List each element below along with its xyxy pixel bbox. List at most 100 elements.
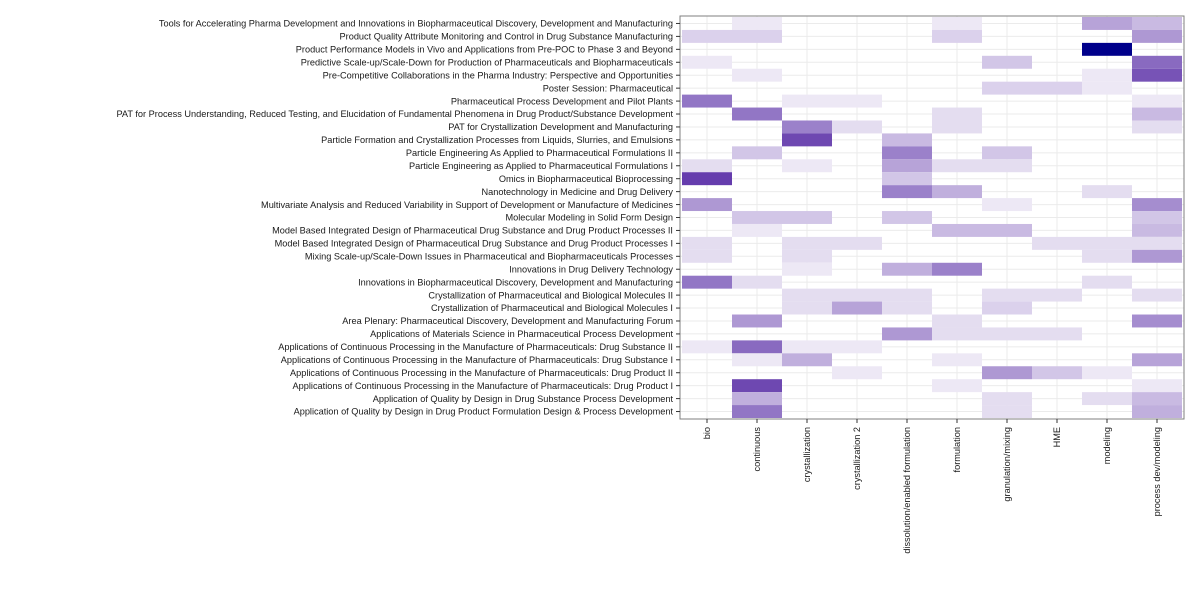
y-tick-label: Application of Quality by Design in Drug… — [373, 394, 674, 404]
heatmap-cell — [882, 211, 932, 224]
heatmap-cell — [1082, 81, 1132, 95]
heatmap-cell — [1032, 366, 1082, 380]
heatmap-cell — [882, 146, 932, 160]
heatmap-cell — [782, 340, 832, 354]
y-ticks — [676, 22, 680, 413]
heatmap-cell — [782, 133, 832, 147]
heatmap-cell — [1032, 236, 1082, 250]
heatmap-cell — [832, 236, 882, 250]
heatmap-cell — [1132, 353, 1182, 367]
heatmap-cell — [982, 223, 1032, 237]
y-tick-label: Molecular Modeling in Solid Form Design — [506, 213, 674, 223]
heatmap-cell — [982, 159, 1032, 173]
heatmap-cell — [732, 379, 782, 393]
heatmap-cell — [1132, 223, 1182, 237]
heatmap-cell — [882, 301, 932, 315]
heatmap-cell — [682, 249, 732, 263]
heatmap-cell — [682, 198, 732, 212]
heatmap-cell — [1132, 314, 1182, 328]
heatmap-cell — [932, 314, 982, 328]
heatmap-cell — [932, 379, 982, 393]
heatmap-cell — [832, 94, 882, 108]
heatmap-cell — [782, 262, 832, 276]
heatmap-cell — [732, 107, 782, 121]
heatmap-cell — [982, 392, 1032, 406]
heatmap-cell — [1032, 81, 1082, 95]
y-tick-label: Pharmaceutical Process Development and P… — [451, 96, 674, 106]
heatmap-cell — [732, 211, 782, 224]
heatmap-cell — [832, 120, 882, 134]
heatmap-cell — [732, 314, 782, 328]
heatmap-cell — [932, 262, 982, 276]
heatmap-cell — [882, 327, 932, 341]
heatmap-cell — [982, 198, 1032, 212]
y-tick-label: Applications of Continuous Processing in… — [293, 381, 673, 391]
heatmap-cell — [932, 327, 982, 341]
heatmap-cell — [882, 159, 932, 173]
heatmap-cell — [1132, 405, 1182, 418]
heatmap-cell — [732, 275, 782, 289]
x-tick-label: bio — [702, 427, 712, 439]
heatmap-cell — [1132, 392, 1182, 406]
heatmap-cell — [1132, 379, 1182, 393]
heatmap-cell — [782, 94, 832, 108]
y-tick-label: Applications of Continuous Processing in… — [281, 355, 673, 365]
heatmap-cell — [1082, 42, 1132, 56]
heatmap-cell — [1132, 68, 1182, 82]
y-tick-label: Particle Engineering as Applied to Pharm… — [409, 161, 673, 171]
heatmap-cell — [982, 405, 1032, 418]
x-tick-label: crystallization 2 — [852, 427, 862, 490]
heatmap-cell — [732, 392, 782, 406]
heatmap-cell — [832, 366, 882, 380]
y-tick-label: Predictive Scale-up/Scale-Down for Produ… — [301, 57, 674, 67]
y-tick-label: Applications of Continuous Processing in… — [290, 368, 673, 378]
x-tick-label: dissolution/enabled formulation — [902, 427, 912, 554]
heatmap-cell — [1132, 120, 1182, 134]
y-tick-label: Model Based Integrated Design of Pharmac… — [272, 226, 673, 236]
x-tick-labels: bio continuous crystallization crystallizat… — [702, 427, 1162, 554]
heatmap-cell — [682, 236, 732, 250]
heatmap-cell — [1132, 55, 1182, 69]
heatmap-cell — [932, 107, 982, 121]
heatmap-cell — [1082, 366, 1132, 380]
heatmap-cell — [982, 327, 1032, 341]
x-tick-label: crystallization — [802, 427, 812, 482]
heatmap-cell — [982, 366, 1032, 380]
heatmap-cell — [1082, 185, 1132, 199]
heatmap-cell — [982, 81, 1032, 95]
y-tick-label: Tools for Accelerating Pharma Developmen… — [159, 19, 673, 29]
heatmap-cell — [932, 223, 982, 237]
heatmap-cell — [882, 288, 932, 302]
heatmap-cell — [732, 29, 782, 43]
heatmap-cell — [1082, 68, 1132, 82]
heatmap-cell — [732, 405, 782, 418]
y-tick-label: Crystallization of Pharmaceutical and Bi… — [428, 290, 673, 300]
y-tick-label: Pre-Competitive Collaborations in the Ph… — [323, 70, 674, 80]
y-tick-label: Mixing Scale-up/Scale-Down Issues in Pha… — [305, 252, 674, 262]
heatmap-cell — [782, 301, 832, 315]
y-tick-label: Applications of Materials Science in Pha… — [370, 329, 673, 339]
heatmap-cell — [982, 55, 1032, 69]
heatmap-cell — [1132, 107, 1182, 121]
x-tick-label: modeling — [1102, 427, 1112, 464]
heatmap-cell — [682, 29, 732, 43]
heatmap-cell — [1132, 211, 1182, 224]
heatmap-cell — [782, 159, 832, 173]
x-tick-label: formulation — [952, 427, 962, 472]
y-tick-labels: Tools for Accelerating Pharma Developmen… — [116, 19, 673, 417]
heatmap-cell — [932, 185, 982, 199]
y-tick-label: Multivariate Analysis and Reduced Variab… — [261, 200, 673, 210]
heatmap-cell — [1082, 392, 1132, 406]
heatmap-cell — [732, 146, 782, 160]
y-tick-label: PAT for Crystallization Development and … — [448, 122, 673, 132]
heatmap-cell — [682, 340, 732, 354]
heatmap-cell — [782, 353, 832, 367]
heatmap-cell — [782, 288, 832, 302]
heatmap-cell — [1082, 249, 1132, 263]
heatmap-cell — [732, 68, 782, 82]
heatmap-cell — [1032, 327, 1082, 341]
heatmap-cell — [1082, 236, 1132, 250]
x-tick-label: granulation/mixing — [1002, 427, 1012, 502]
heatmap-cell — [882, 185, 932, 199]
heatmap-cell — [732, 17, 782, 30]
